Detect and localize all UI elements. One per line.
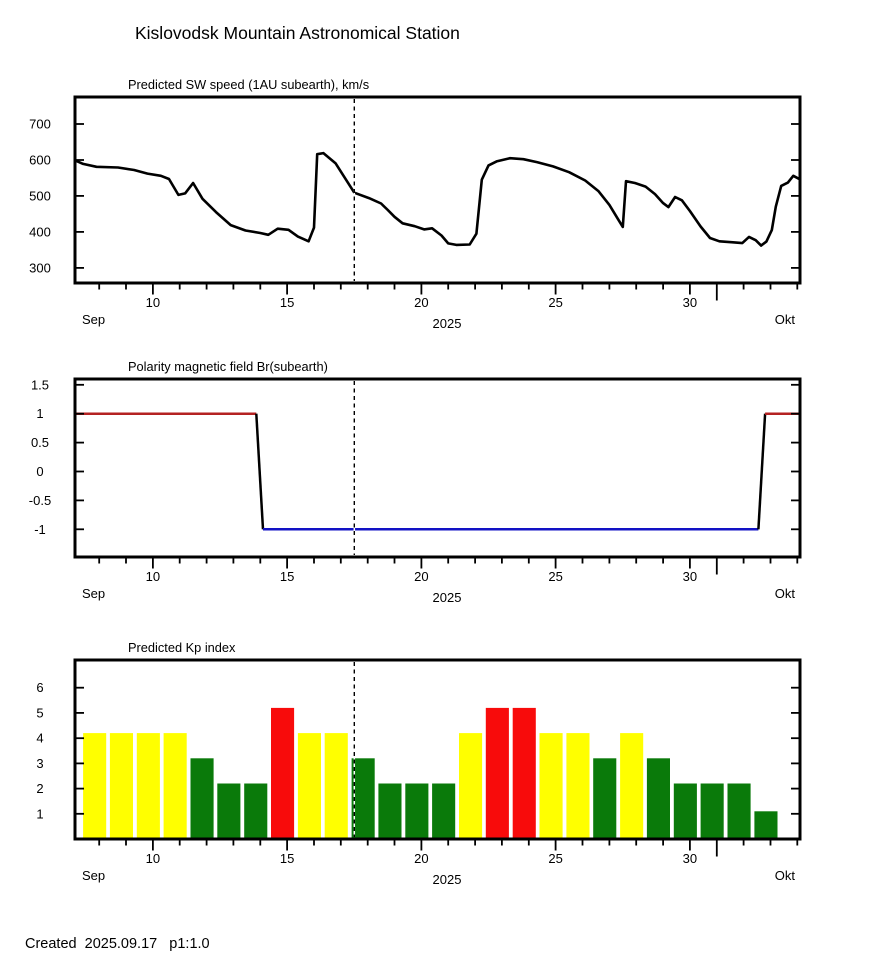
kp-bar [109,733,133,839]
y-tick-label: 4 [36,731,43,746]
x-tick-label: 20 [414,569,428,584]
y-tick-label: 1 [36,406,43,421]
y-tick-label: 2 [36,781,43,796]
y-tick-label: 3 [36,756,43,771]
month-label-sep: Sep [82,312,105,327]
polarity-segment-transition-down [255,413,265,530]
chart-subtitle: Predicted Kp index [128,640,236,655]
kp-bar [163,733,187,839]
month-label-okt: Okt [775,586,796,601]
year-label: 2025 [433,872,462,887]
sw-speed-chart: Predicted SW speed (1AU subearth), km/s 3… [29,77,802,331]
kp-bar [593,758,617,839]
x-tick-label: 30 [683,295,697,310]
chart-subtitle: Polarity magnetic field Br(subearth) [128,359,328,374]
kp-bar [459,733,483,839]
chart-subtitle: Predicted SW speed (1AU subearth), km/s [128,77,369,92]
y-tick-label: 5 [36,705,43,720]
x-tick-label: 25 [548,295,562,310]
x-tick-label: 20 [414,851,428,866]
month-label-okt: Okt [775,312,796,327]
kp-bar [217,783,241,839]
month-label-sep: Sep [82,586,105,601]
kp-bar [83,733,107,839]
x-tick-label: 25 [548,851,562,866]
x-tick-label: 10 [146,569,160,584]
kp-bar [673,783,697,839]
y-tick-label: -1 [34,522,46,537]
plot-box [73,658,802,841]
kp-bar [539,733,563,839]
kp-bar [620,733,644,839]
plot-box [73,377,802,559]
y-tick-label: 300 [29,260,51,275]
plot-box [73,95,802,285]
y-tick-label: -0.5 [29,493,51,508]
year-label: 2025 [433,316,462,331]
y-tick-label: 1 [36,806,43,821]
kp-bar [646,758,670,839]
kp-bar [700,783,724,839]
y-tick-label: 700 [29,116,51,131]
year-label: 2025 [433,590,462,605]
kp-bar [136,733,160,839]
y-tick-label: 400 [29,224,51,239]
polarity-chart: Polarity magnetic field Br(subearth) -1 -0… [29,359,802,605]
x-tick-label: 15 [280,295,294,310]
kp-bar [485,707,509,839]
x-tick-label: 10 [146,851,160,866]
y-tick-label: 6 [36,680,43,695]
x-tick-label: 10 [146,295,160,310]
x-tick-label: 30 [683,851,697,866]
x-tick-label: 30 [683,569,697,584]
created-stamp: Created 2025.09.17 p1:1.0 [25,936,210,952]
kp-bar [754,811,778,839]
polarity-segment-transition-up [757,413,767,530]
x-tick-label: 20 [414,295,428,310]
kp-bar [566,733,590,839]
kp-bar [297,733,321,839]
x-tick-label: 15 [280,851,294,866]
kp-bar [405,783,429,839]
sw-speed-line [73,151,801,247]
page-title: Kislovodsk Mountain Astronomical Station [135,23,460,43]
kp-bar [244,783,268,839]
kp-bar [727,783,751,839]
kp-bar [190,758,214,839]
y-tick-label: 600 [29,152,51,167]
kp-bar [324,733,348,839]
kp-bar [378,783,402,839]
y-tick-label: 1.5 [31,377,49,392]
y-tick-label: 500 [29,188,51,203]
x-tick-label: 15 [280,569,294,584]
y-tick-label: 0 [36,464,43,479]
kp-bar [512,707,536,839]
x-tick-label: 25 [548,569,562,584]
month-label-sep: Sep [82,868,105,883]
kp-bar [271,707,295,839]
kp-bar [351,758,375,839]
month-label-okt: Okt [775,868,796,883]
kp-bar [432,783,456,839]
y-tick-label: 0.5 [31,435,49,450]
